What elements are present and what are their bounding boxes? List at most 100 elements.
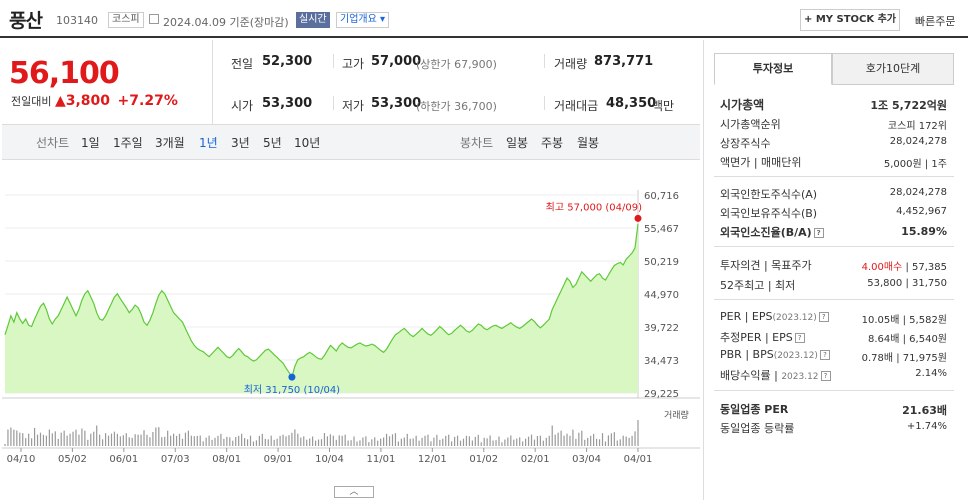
rank-label[interactable]: 시가총액순위	[720, 118, 781, 131]
prev-close-value: 52,300	[262, 54, 313, 69]
period-1y[interactable]: 1년	[199, 136, 218, 150]
volume-bar	[569, 435, 571, 446]
quick-order-button[interactable]: 빠른주문	[915, 15, 956, 28]
volume-bar	[403, 437, 405, 446]
volume-bar	[530, 434, 533, 446]
volume-bar	[498, 436, 500, 446]
volume-bar	[90, 433, 92, 446]
period-10y[interactable]: 10년	[294, 136, 321, 150]
volume-bar	[51, 433, 53, 446]
help-icon[interactable]: ?	[819, 350, 830, 360]
pbr-label: PBR | BPS	[720, 348, 774, 361]
volume-bar	[16, 430, 18, 446]
period-5y[interactable]: 5년	[263, 136, 282, 150]
volume-bar	[226, 436, 228, 446]
sector-rate-label[interactable]: 동일업종 등락률	[720, 422, 795, 435]
volume-bar	[309, 438, 311, 446]
volume-bar	[235, 437, 237, 446]
candle-monthly[interactable]: 월봉	[577, 136, 600, 150]
market-badge: 코스피	[108, 12, 144, 28]
x-tick-label: 06/01	[109, 454, 138, 465]
period-1w[interactable]: 1주일	[113, 136, 143, 150]
volume-bar	[19, 432, 21, 446]
volume-bar	[471, 440, 473, 446]
volume-bar	[255, 440, 258, 446]
volume-bar	[300, 437, 302, 446]
volume-bar	[146, 434, 148, 446]
candle-daily[interactable]: 일봉	[506, 136, 529, 150]
volume-bar	[442, 438, 444, 446]
volume-bar	[451, 441, 453, 446]
collapse-chart-button[interactable]: ︿	[334, 486, 374, 498]
volume-bar	[246, 439, 249, 446]
x-tick-label: 02/01	[521, 454, 550, 465]
volume-bar	[448, 434, 450, 446]
volume-bar	[249, 435, 252, 446]
volume-bar	[329, 434, 331, 446]
prev-close-label: 전일	[231, 57, 254, 71]
volume-bar	[566, 433, 568, 446]
realtime-badge[interactable]: 실시간	[296, 12, 330, 28]
price-chart[interactable]: 60,716 55,467 50,219 44,970 39,722 34,473 29,2…	[2, 160, 700, 480]
per-row: PER | EPS(2023.12)?	[720, 310, 829, 323]
volume-bar	[208, 435, 210, 446]
volume-bar	[314, 440, 317, 446]
tab-investment-info[interactable]: 투자정보	[714, 53, 832, 85]
volume-bar	[187, 430, 189, 446]
volume-bar	[501, 442, 503, 446]
volume-bar	[69, 433, 71, 446]
sector-per-value: 21.63배	[902, 404, 947, 417]
volume-bar	[504, 439, 506, 446]
help-icon[interactable]: ?	[794, 333, 805, 343]
volume-bar	[486, 438, 488, 446]
volume-bar	[418, 440, 420, 446]
volume-bar	[489, 435, 491, 446]
volume-bar	[415, 435, 417, 446]
candle-weekly[interactable]: 주봉	[541, 136, 564, 150]
pbr-row: PBR | BPS(2023.12)?	[720, 348, 830, 361]
period-1d[interactable]: 1일	[81, 136, 100, 150]
amount-label: 거래대금	[554, 99, 599, 113]
volume-bar	[72, 431, 74, 446]
base-date: 2024.04.09 기준(장마감)	[163, 16, 289, 29]
help-icon[interactable]: ?	[820, 371, 831, 381]
high-marker	[634, 214, 642, 222]
help-icon[interactable]: ?	[813, 228, 824, 238]
volume-bar	[104, 433, 107, 446]
volume-bar	[178, 433, 181, 446]
period-3m[interactable]: 3개월	[155, 136, 185, 150]
volume-bar	[140, 434, 142, 446]
volume-bar	[173, 433, 175, 446]
foreign-ratio-row: 외국인소진율(B/A)?	[720, 224, 824, 240]
volume-bar	[374, 437, 376, 446]
volume-bar	[261, 433, 263, 446]
help-icon[interactable]: ?	[818, 312, 829, 322]
volume-bar	[190, 435, 192, 446]
volume-bar	[57, 438, 59, 446]
volume-bar	[421, 437, 423, 446]
volume-bar	[285, 436, 287, 446]
volume-bar	[495, 440, 497, 446]
company-overview-dropdown[interactable]: 기업개요 ▾	[336, 12, 389, 28]
volume-bar	[181, 438, 184, 446]
mystock-add-button[interactable]: + MY STOCK 추가	[800, 9, 900, 31]
period-3y[interactable]: 3년	[231, 136, 250, 150]
volume-bar	[202, 441, 204, 446]
volume-bar	[637, 420, 639, 446]
volume-bar	[622, 435, 624, 446]
open-label: 시가	[231, 99, 254, 113]
volume-bar	[551, 425, 553, 446]
div-value: 2.14%	[915, 368, 947, 379]
volume-bar	[66, 435, 68, 446]
est-eps-value: 6,540원	[909, 334, 947, 345]
period-toolbar	[2, 124, 700, 160]
page-header	[0, 0, 968, 38]
volume-bar	[590, 435, 592, 446]
volume-bar	[42, 434, 45, 446]
volume-bar	[350, 440, 352, 446]
tab-order-book[interactable]: 호가10단계	[832, 53, 954, 85]
shares-value: 28,024,278	[889, 136, 947, 147]
high-label: 고가	[342, 57, 365, 71]
sector-per-label[interactable]: 동일업종 PER	[720, 403, 789, 416]
volume-bar	[288, 435, 290, 446]
